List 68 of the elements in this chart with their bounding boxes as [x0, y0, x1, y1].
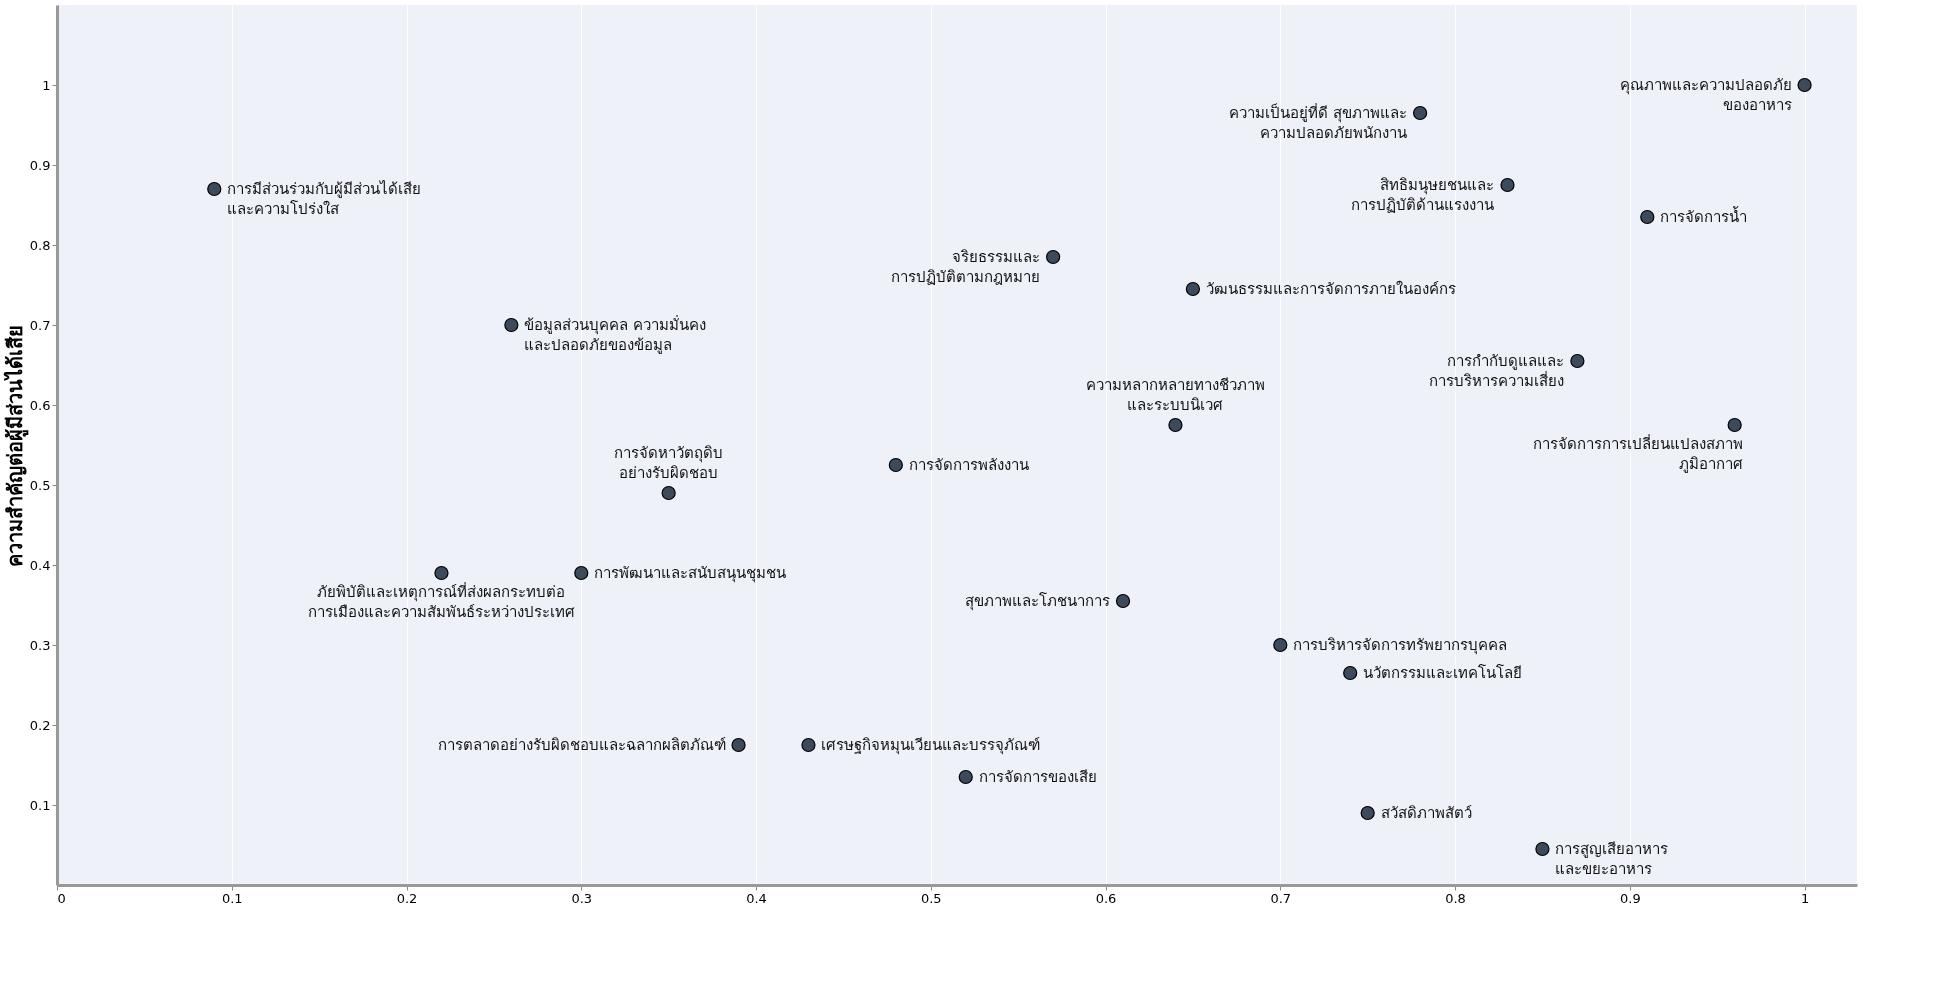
x-tick-label: 0.9: [1619, 890, 1641, 906]
point: [1185, 281, 1201, 297]
x-tick-label: 0.5: [920, 890, 942, 906]
point: [1115, 593, 1131, 609]
point: [958, 769, 973, 785]
y-tick-label: 0.2: [29, 717, 51, 733]
annotation: การพัฒนาและสนับสนุนชุมชน: [594, 564, 787, 583]
point: [1727, 417, 1742, 433]
annotation: การกำกับดูแลและ การบริหารความเสี่ยง: [1429, 352, 1565, 390]
point: [207, 181, 222, 197]
annotation: ภัยพิบัติและเหตุการณ์ที่ส่งผลกระทบต่อ การเมืองและความสัมพันธ์ระหว่างประเทศ: [307, 581, 575, 621]
annotation: การจัดการพลังงาน: [908, 456, 1029, 474]
x-tick-label: 0: [57, 890, 66, 906]
annotation: เศรษฐกิจหมุนเวียนและบรรจุภัณฑ์: [821, 736, 1041, 755]
annotation: นวัตกรรมและเทคโนโลยี: [1363, 664, 1523, 682]
annotation: สิทธิมนุษยชนและ การปฏิบัติด้านแรงงาน: [1351, 176, 1495, 214]
annotation: การมีส่วนร่วมกับผู้มีส่วนได้เสีย และความโปร่งใส: [227, 180, 422, 218]
point: [801, 737, 816, 753]
y-tick-label: 0.7: [29, 317, 51, 333]
point: [1570, 353, 1585, 369]
y-tick-label: 1: [42, 77, 51, 93]
point: [1360, 805, 1375, 821]
y-tick-label: 0.1: [29, 797, 51, 813]
point: [1046, 249, 1061, 265]
x-tick-label: 0.8: [1445, 890, 1466, 906]
annotation: วัฒนธรรมและการจัดการภายในองค์กร: [1205, 280, 1456, 298]
x-tick-label: 0.2: [396, 890, 418, 906]
annotation: ความเป็นอยู่ที่ดี สุขภาพและ ความปลอดภัยพนักงาน: [1229, 102, 1408, 142]
y-axis-title: ความสำคัญต่อผู้มีส่วนได้เสีย: [2, 324, 29, 567]
point: [1273, 637, 1288, 653]
annotation: สุขภาพและโภชนาการ: [965, 592, 1111, 611]
y-tick-label: 0.6: [29, 397, 51, 413]
annotation: คุณภาพและความปลอดภัย ของอาหาร: [1619, 76, 1792, 114]
annotation: การจัดการการเปลี่ยนแปลงสภาพ ภูมิอากาศ: [1532, 433, 1743, 473]
x-tick-label: 0.3: [571, 890, 593, 906]
annotation: การบริหารจัดการทรัพยากรบุคคล: [1293, 636, 1508, 655]
point: [731, 737, 746, 753]
x-tick-label: 0.1: [221, 890, 243, 906]
annotation: การจัดหาวัตถุดิบ อย่างรับผิดชอบ: [614, 444, 724, 482]
y-tick-label: 0.4: [29, 557, 51, 573]
x-tick-label: 0.6: [1095, 890, 1117, 906]
point: [1168, 417, 1183, 433]
annotation: จริยธรรมและ การปฏิบัติตามกฎหมาย: [891, 248, 1041, 286]
point: [661, 485, 676, 501]
annotation: ข้อมูลส่วนบุคคล ความมั่นคง และปลอดภัยของข้อมูล: [524, 314, 707, 354]
point: [888, 457, 903, 473]
point: [1412, 105, 1428, 121]
point: [1343, 665, 1358, 681]
point: [434, 565, 449, 581]
point: [1535, 841, 1550, 857]
annotation: การจัดการของเสีย: [978, 768, 1097, 786]
y-tick-label: 0.8: [29, 237, 51, 253]
annotation: ความหลากหลายทางชีวภาพ และระบบนิเวศ: [1085, 376, 1265, 414]
point: [574, 565, 589, 581]
point: [1797, 77, 1812, 93]
point: [1500, 177, 1515, 193]
annotation: สวัสดิภาพสัตว์: [1380, 804, 1472, 822]
x-tick-label: 0.4: [746, 890, 767, 906]
y-tick-label: 0.5: [29, 477, 51, 493]
y-tick-label: 0.3: [29, 637, 51, 653]
annotation: การตลาดอย่างรับผิดชอบและฉลากผลิตภัณฑ์: [437, 736, 726, 754]
annotation: การจัดการน้ำ: [1660, 206, 1748, 226]
point: [504, 317, 519, 333]
y-tick-label: 0.9: [29, 157, 51, 173]
x-tick-label: 0.7: [1270, 890, 1292, 906]
annotation: การสูญเสียอาหาร และขยะอาหาร: [1555, 840, 1669, 878]
point: [1640, 209, 1655, 225]
x-tick-label: 1: [1800, 890, 1810, 906]
